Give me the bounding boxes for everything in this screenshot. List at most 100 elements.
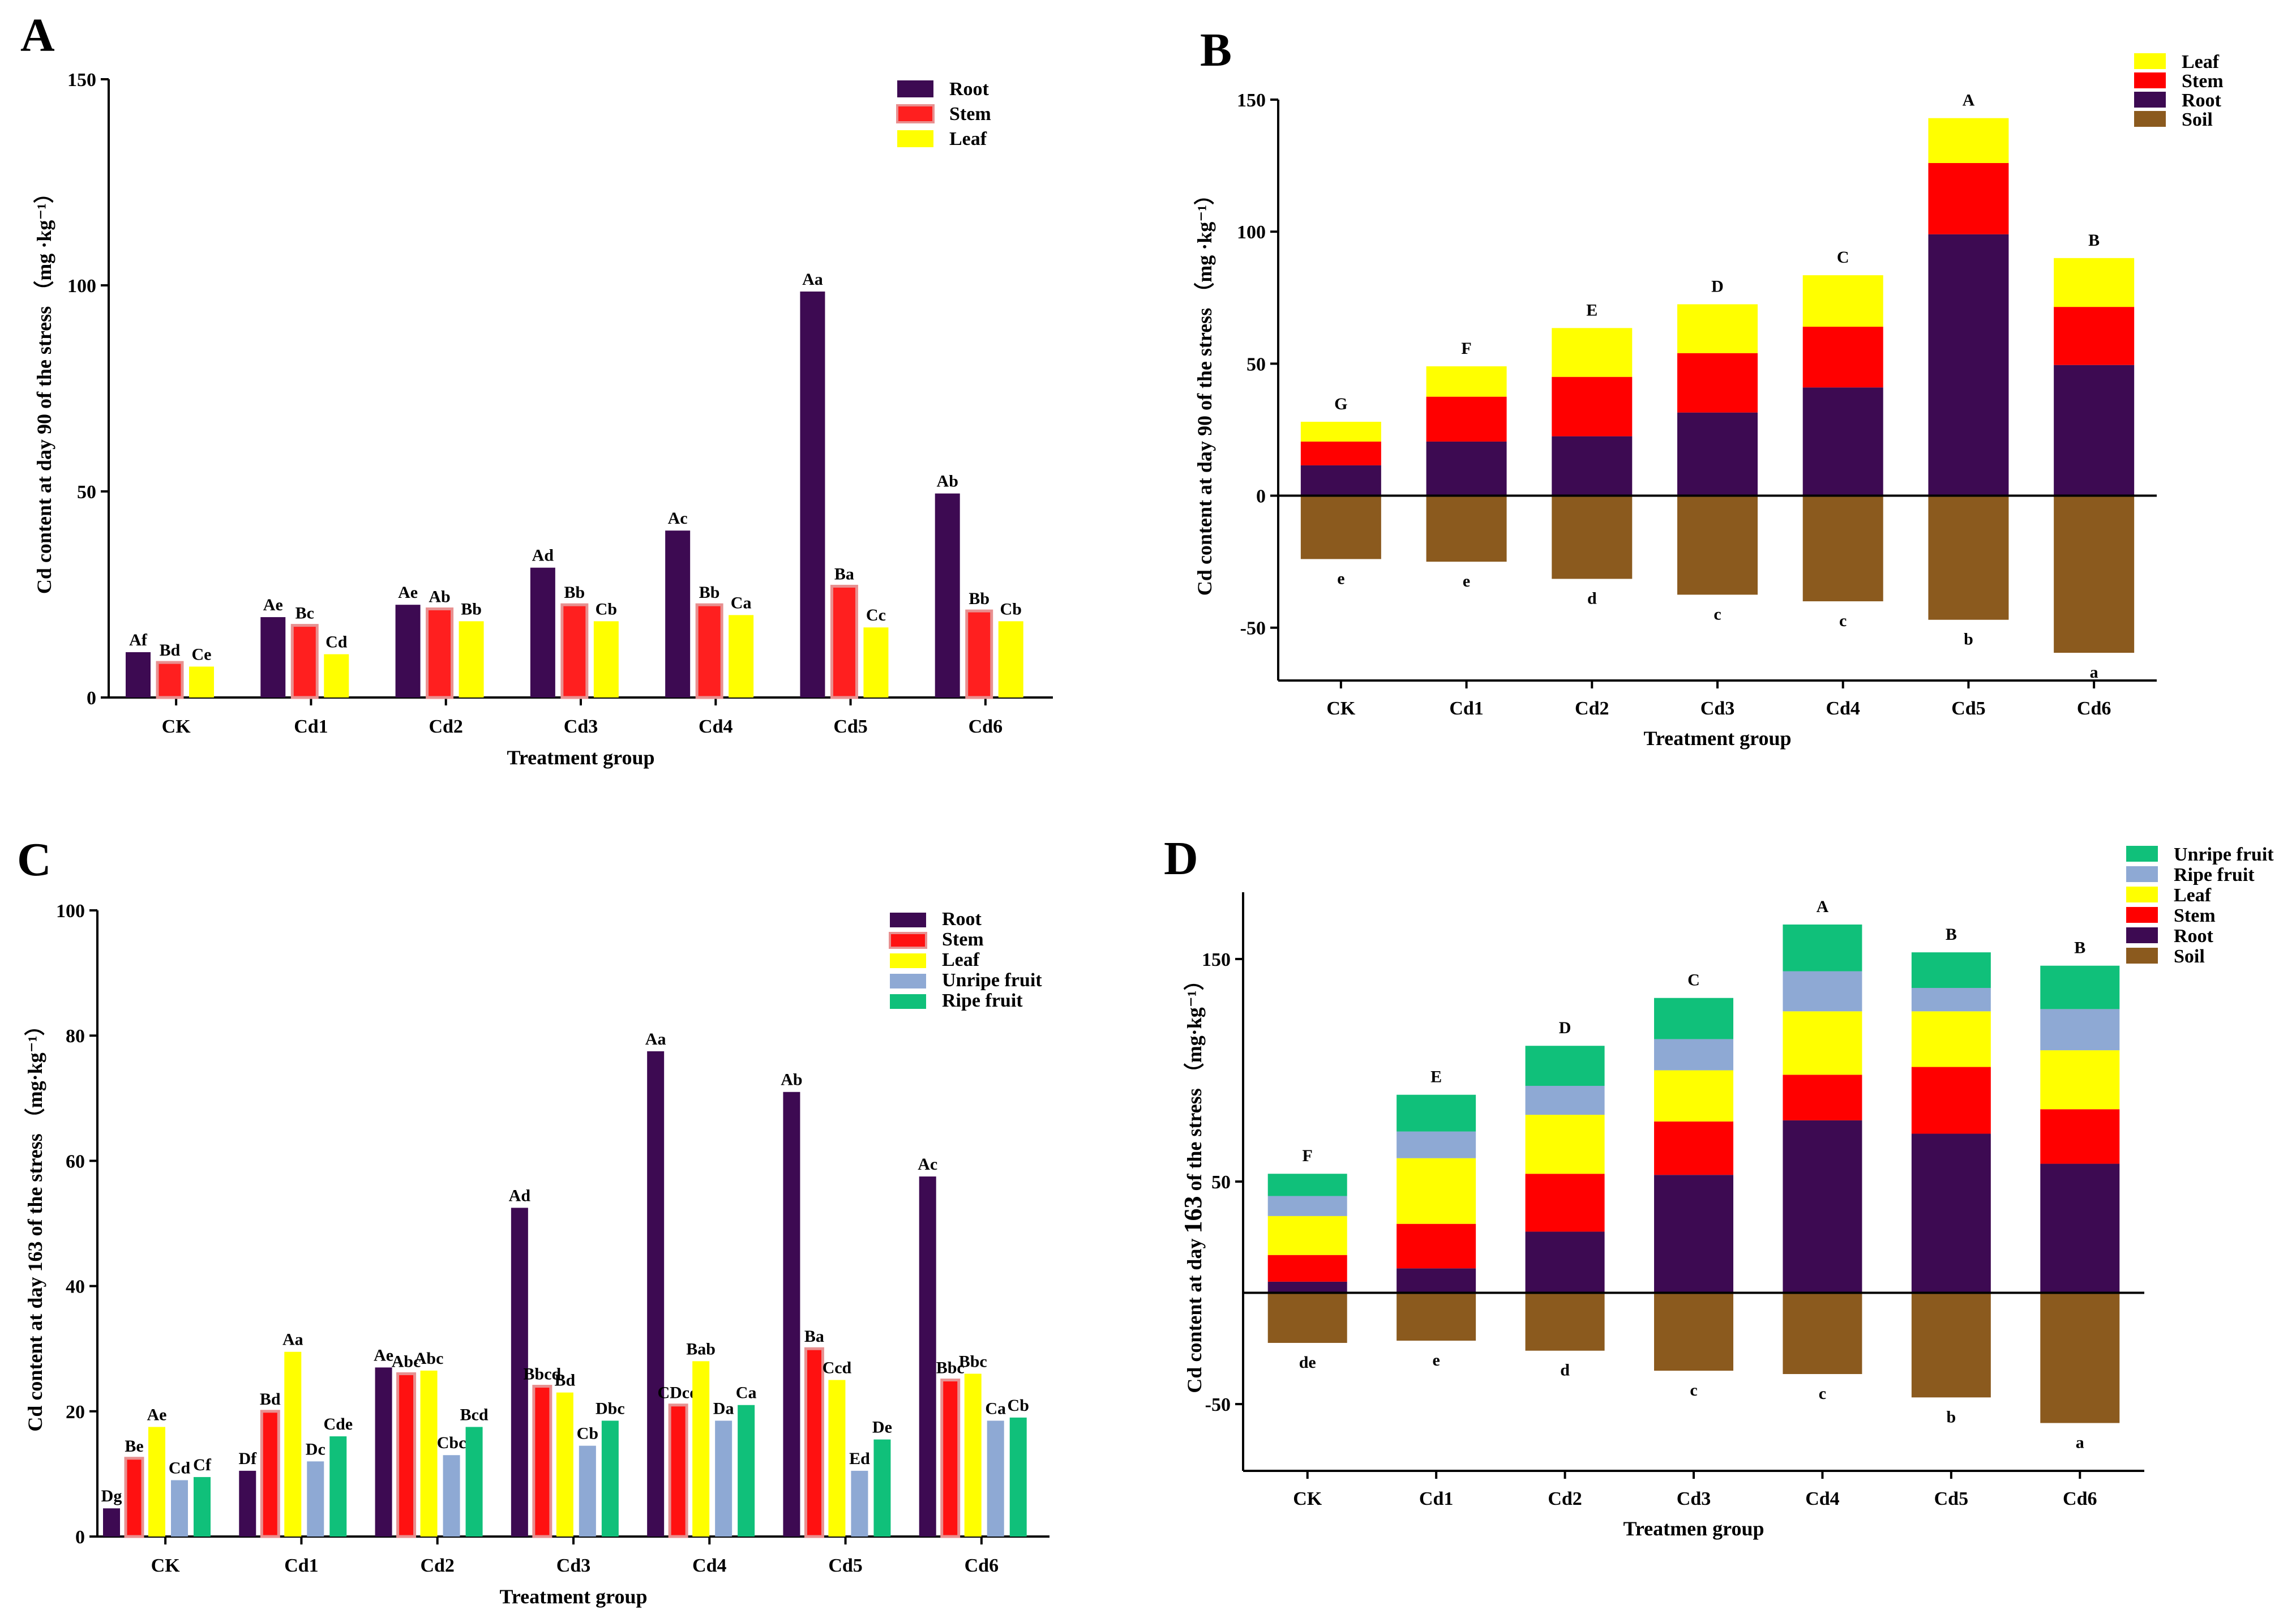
segment-stem-cd5 [1928, 162, 2009, 234]
top-letter-cd5: B [1946, 925, 1957, 944]
top-letter-cd4: C [1837, 248, 1849, 267]
segment-stem-cd2 [1552, 376, 1633, 437]
bar-label-unripe-fruit-cd6: Ca [985, 1399, 1006, 1418]
top-letter-cd3: D [1711, 277, 1724, 296]
segment-stem-cd1 [1426, 396, 1507, 442]
segment-stem-cd6 [2040, 1109, 2120, 1164]
segment-root-cd4 [1783, 1120, 1862, 1293]
bottom-letter-cd5: b [1964, 630, 1973, 649]
segment-stem-cd1 [1397, 1223, 1476, 1269]
legend-label-ripe-fruit: Ripe fruit [2174, 865, 2255, 885]
bar-label-leaf-cd2: Abc [414, 1349, 444, 1368]
segment-leaf-cd6 [2054, 258, 2135, 307]
segment-leaf-cd1 [1426, 366, 1507, 397]
bar-label-stem-cd3: Bb [564, 583, 585, 602]
bar-label-ripe-fruit-cd3: Dbc [596, 1399, 625, 1418]
bar-label-stem-cd6: Bbc [936, 1359, 965, 1377]
bar-root-cd3 [511, 1208, 528, 1537]
segment-root-cd2 [1525, 1231, 1605, 1293]
top-letter-cd3: C [1687, 971, 1700, 990]
chart-c: 0 20 40 60 80 100 CK Dg Be Ae Cd Cf Cd1 Df Bd Aa Dc Cde Cd… [0, 804, 1132, 1608]
segment-unripe-fruit-cd6 [2040, 965, 2120, 1009]
x-axis-title: Treatment group [1644, 727, 1792, 750]
x-tick-label-cd3: Cd3 [1700, 698, 1734, 719]
x-tick-label-cd4: Cd4 [1826, 698, 1860, 719]
bar-leaf-cd6 [998, 621, 1023, 697]
bar-ripe-fruit-cd3 [601, 1420, 619, 1537]
legend-swatch-unripe-fruit [2126, 846, 2158, 862]
y-tick-label: 150 [1202, 949, 1231, 970]
bar-stem-cd4 [668, 1403, 688, 1538]
y-tick-label: 150 [67, 70, 96, 91]
bar-label-ripe-fruit-cd1: Cde [323, 1415, 353, 1433]
bar-label-stem-cd1: Bc [295, 604, 314, 623]
top-letter-cd6: B [2088, 231, 2100, 250]
chart-a: 0 50 100 150 CK Af Bd Ce Cd1 Ae Bc Cd Cd2 Ae Ab Bb Cd3 Ad… [0, 0, 1132, 793]
bar-stem-cd4 [695, 603, 723, 699]
legend-label-unripe-fruit: Unripe fruit [2174, 844, 2274, 865]
y-axis-title: Cd content at day 163 of the stress （mg·… [1179, 970, 1207, 1393]
segment-leaf-cd3 [1677, 304, 1758, 353]
legend-swatch-stem [2134, 72, 2166, 88]
segment-stem-cd3 [1654, 1121, 1733, 1175]
bar-label-unripe-fruit-cd4: Da [713, 1399, 734, 1418]
x-axis-title: Treatmen group [1624, 1517, 1764, 1540]
bottom-letter-cd6: a [2076, 1433, 2084, 1452]
legend-swatch-leaf [2134, 53, 2166, 69]
y-tick-label: 50 [77, 482, 96, 503]
legend-swatch-ripe-fruit [890, 994, 926, 1009]
x-tick-label-cd4: Cd4 [1805, 1488, 1839, 1509]
legend-swatch-soil [2126, 948, 2158, 964]
bar-leaf-cd2 [420, 1370, 438, 1537]
x-tick-label-ck: CK [151, 1555, 181, 1576]
legend-label-root: Root [949, 79, 989, 100]
y-tick-label: 50 [1246, 354, 1266, 375]
bar-label-leaf-cd2: Bb [461, 600, 482, 618]
y-axis-title: Cd content at day 163 of the stress （mg·… [24, 1015, 46, 1431]
segment-root-cd6 [2040, 1163, 2120, 1293]
bar-stem-ck [156, 661, 184, 699]
x-tick-label-cd2: Cd2 [1575, 698, 1609, 719]
bar-root-cd2 [395, 605, 421, 697]
x-axis-title: Treatment group [507, 746, 655, 769]
y-axis-title: Cd content at day 90 of the stress （mg ·… [1193, 185, 1216, 596]
segment-root-cd1 [1397, 1268, 1476, 1293]
top-letter-ck: G [1334, 395, 1347, 413]
legend-label-stem: Stem [2174, 905, 2216, 926]
segment-leaf-cd4 [1802, 275, 1883, 327]
segment-soil-cd4 [1802, 495, 1883, 602]
bar-label-leaf-cd6: Cb [1000, 600, 1022, 618]
bar-label-root-cd4: Aa [645, 1030, 666, 1049]
bar-label-unripe-fruit-cd2: Cbc [437, 1433, 466, 1452]
chart-b-svg: -50 0 50 100 150 CK Ge Cd1 Fe Cd2 Ed Cd3 Dc Cd4 Cc Cd5 A… [1193, 52, 2224, 750]
bar-label-root-cd6: Ac [918, 1155, 937, 1174]
bottom-letter-cd1: e [1432, 1351, 1440, 1370]
bar-label-root-cd1: Ae [263, 596, 283, 614]
bar-leaf-cd6 [964, 1373, 982, 1537]
bar-leaf-cd1 [324, 654, 349, 697]
bar-leaf-cd5 [828, 1380, 846, 1537]
bar-ripe-fruit-cd5 [873, 1439, 891, 1537]
bar-label-leaf-cd1: Cd [325, 633, 348, 652]
panel-label-c: C [17, 833, 52, 886]
segment-root-cd6 [2054, 365, 2135, 496]
legend-label-root: Root [942, 909, 982, 930]
segment-root-ck [1267, 1281, 1347, 1293]
legend-label-leaf: Leaf [2174, 885, 2212, 906]
bar-root-cd3 [530, 567, 555, 697]
bar-label-root-cd3: Ad [509, 1186, 531, 1205]
x-tick-label-cd4: Cd4 [692, 1555, 726, 1576]
bar-label-root-cd2: Ae [374, 1346, 393, 1364]
bar-label-ripe-fruit-cd2: Bcd [460, 1405, 489, 1424]
x-tick-label-cd6: Cd6 [965, 1555, 999, 1576]
bar-unripe-fruit-cd6 [987, 1420, 1004, 1537]
segment-stem-cd3 [1677, 353, 1758, 413]
legend-label-leaf: Leaf [2182, 52, 2220, 72]
segment-leaf-cd1 [1397, 1158, 1476, 1224]
x-tick-label-cd5: Cd5 [1934, 1488, 1968, 1509]
y-tick-label: 50 [1211, 1172, 1231, 1193]
legend-swatch-unripe-fruit [890, 974, 926, 988]
bar-unripe-fruit-cd5 [851, 1470, 868, 1537]
